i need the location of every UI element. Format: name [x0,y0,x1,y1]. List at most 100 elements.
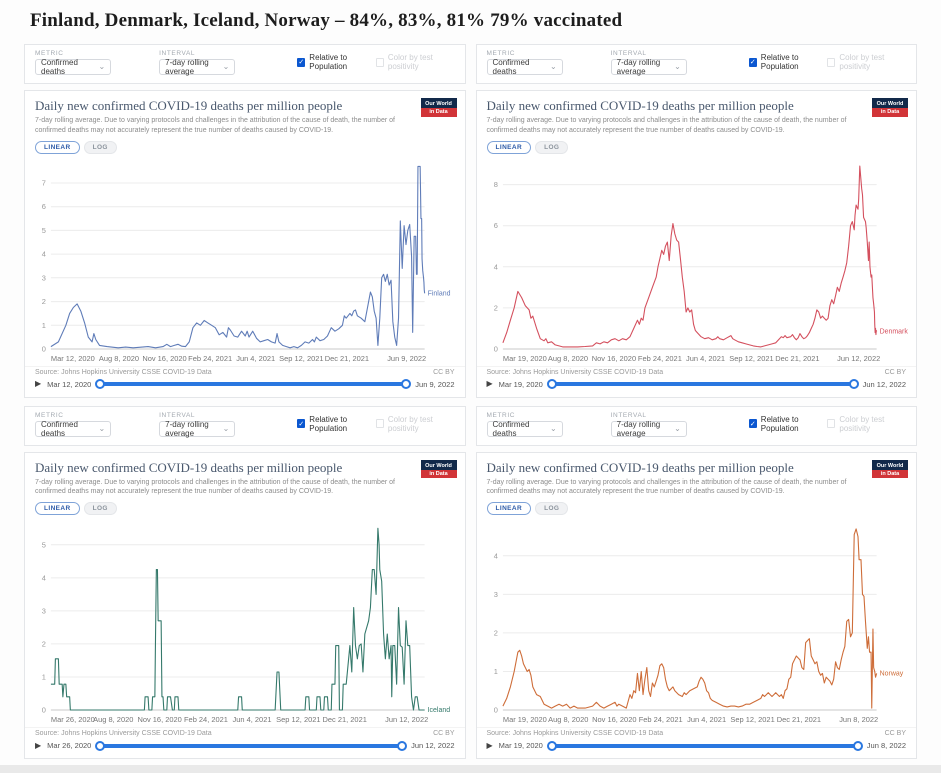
relative-to-population-checkbox[interactable]: ✓ Relative to Population [748,53,828,71]
color-by-test-positivity-checkbox: Color by test positivity [375,415,455,433]
slider-end-handle[interactable] [852,740,863,751]
interval-dropdown[interactable]: 7-day rolling average ⌄ [610,58,687,76]
metric-dropdown-value: Confirmed deaths [492,419,530,438]
svg-text:Mar 26, 2020: Mar 26, 2020 [51,715,95,724]
owid-logo-line2: in Data [872,108,908,117]
svg-text:0: 0 [42,344,46,353]
timeline-bar: ▶ Mar 19, 2020 Jun 8, 2022 [477,739,917,758]
owid-logo-line2: in Data [872,469,908,479]
license-link[interactable]: CC BY [433,368,455,376]
interval-dropdown-value: 7-day rolling average [616,419,661,438]
slider-start-handle[interactable] [546,379,557,390]
svg-text:4: 4 [493,551,497,560]
timeline-slider[interactable] [95,740,408,751]
svg-text:5: 5 [42,540,46,549]
chart-controls-bar: METRIC Confirmed deaths ⌄ INTERVAL 7-day… [475,44,917,84]
interval-control: INTERVAL 7-day rolling average ⌄ [610,411,687,438]
interval-label: INTERVAL [610,50,647,57]
interval-control: INTERVAL 7-day rolling average ⌄ [610,50,687,76]
timeline-start-date: Mar 19, 2020 [498,741,543,751]
relative-to-population-label: Relative to Population [309,53,348,71]
log-button[interactable]: LOG [83,502,117,516]
log-button[interactable]: LOG [83,140,117,154]
interval-label: INTERVAL [159,50,196,57]
interval-dropdown-value: 7-day rolling average [616,58,661,76]
chart-plot[interactable]: 0 1 2 3 4 Mar 19, 2020 Aug 8, 2020 Nov 16, 2020… [477,517,917,727]
chart-figure: Daily new confirmed COVID-19 deaths per … [24,90,466,398]
linear-button[interactable]: LINEAR [35,140,80,154]
play-button[interactable]: ▶ [35,379,42,389]
owid-logo-line2: in Data [420,469,457,479]
timeline-slider[interactable] [95,379,412,390]
chart-header: Daily new confirmed COVID-19 deaths per … [477,91,917,136]
chart-plot[interactable]: 0 2 4 6 8 Mar 19, 2020 Aug 8, 2020 Nov 16, 2020… [477,156,917,366]
play-button[interactable]: ▶ [486,379,493,389]
relative-to-population-label: Relative to Population [309,414,348,433]
slider-end-handle[interactable] [401,379,412,390]
svg-text:Jun 12, 2022: Jun 12, 2022 [385,715,428,724]
page-title: Finland, Denmark, Iceland, Norway – 84%,… [30,10,623,31]
slider-start-handle[interactable] [95,740,106,751]
play-button[interactable]: ▶ [35,740,42,750]
timeline-start-date: Mar 12, 2020 [47,379,92,389]
owid-logo-line1: Our World [876,101,904,107]
license-link[interactable]: CC BY [433,730,455,738]
linear-button[interactable]: LINEAR [35,502,80,516]
license-link[interactable]: CC BY [884,368,906,376]
chart-plot[interactable]: 0 1 2 3 4 5 6 7 Mar 12, 2020 Aug 8, 2020 Nov 16, 2… [25,156,465,366]
relative-to-population-checkbox[interactable]: ✓ Relative to Population [297,53,376,71]
color-by-test-positivity-checkbox: Color by test positivity [375,53,455,71]
interval-dropdown[interactable]: 7-day rolling average ⌄ [159,58,236,76]
metric-dropdown[interactable]: Confirmed deaths ⌄ [486,58,563,76]
metric-dropdown-value: Confirmed deaths [41,58,78,76]
svg-text:Jun 9, 2022: Jun 9, 2022 [387,354,426,363]
metric-label: METRIC [486,50,516,57]
slider-start-handle[interactable] [546,740,557,751]
svg-text:3: 3 [42,607,46,616]
metric-dropdown[interactable]: Confirmed deaths ⌄ [35,58,112,76]
checkbox-unchecked-icon [375,419,384,429]
charts-grid: METRIC Confirmed deaths ⌄ INTERVAL 7-day… [24,44,917,760]
svg-text:Dec 21, 2021: Dec 21, 2021 [775,354,819,363]
timeline-bar: ▶ Mar 12, 2020 Jun 9, 2022 [25,378,465,397]
owid-logo-line1: Our World [425,462,452,469]
timeline-slider[interactable] [546,740,863,751]
scale-toggle: LINEAR LOG [25,497,465,517]
relative-to-population-label: Relative to Population [760,414,799,433]
metric-dropdown[interactable]: Confirmed deaths ⌄ [35,419,112,438]
license-link[interactable]: CC BY [884,730,906,738]
svg-text:3: 3 [42,273,46,282]
svg-text:7: 7 [42,178,46,187]
linear-button[interactable]: LINEAR [486,140,532,154]
timeline-end-date: Jun 12, 2022 [411,741,455,751]
chart-footer: Source: Johns Hopkins University CSSE CO… [25,365,465,378]
interval-dropdown[interactable]: 7-day rolling average ⌄ [610,419,687,438]
interval-label: INTERVAL [610,411,647,419]
metric-control: METRIC Confirmed deaths ⌄ [35,50,112,76]
svg-text:Mar 12, 2020: Mar 12, 2020 [51,354,95,363]
relative-to-population-checkbox[interactable]: ✓ Relative to Population [748,414,828,433]
log-button[interactable]: LOG [535,502,569,516]
slider-end-handle[interactable] [848,379,859,390]
slider-end-handle[interactable] [397,740,408,751]
owid-logo-line2: in Data [420,108,457,117]
svg-text:Iceland: Iceland [428,707,451,714]
svg-text:0: 0 [42,706,46,715]
svg-text:1: 1 [493,667,497,676]
timeline-slider[interactable] [546,379,859,390]
linear-button[interactable]: LINEAR [486,502,532,516]
chart-module: METRIC Confirmed deaths ⌄ INTERVAL 7-day… [24,405,466,760]
play-button[interactable]: ▶ [486,740,493,750]
svg-text:Denmark: Denmark [879,328,908,335]
relative-to-population-checkbox[interactable]: ✓ Relative to Population [297,415,376,433]
metric-dropdown-value: Confirmed deaths [41,419,78,438]
metric-dropdown[interactable]: Confirmed deaths ⌄ [486,419,563,438]
owid-logo: Our World in Data [420,459,457,479]
log-button[interactable]: LOG [535,140,569,154]
svg-text:2: 2 [42,640,46,649]
chart-module: METRIC Confirmed deaths ⌄ INTERVAL 7-day… [475,405,917,760]
slider-start-handle[interactable] [95,379,106,390]
interval-dropdown[interactable]: 7-day rolling average ⌄ [159,420,236,438]
svg-text:0: 0 [493,344,497,353]
